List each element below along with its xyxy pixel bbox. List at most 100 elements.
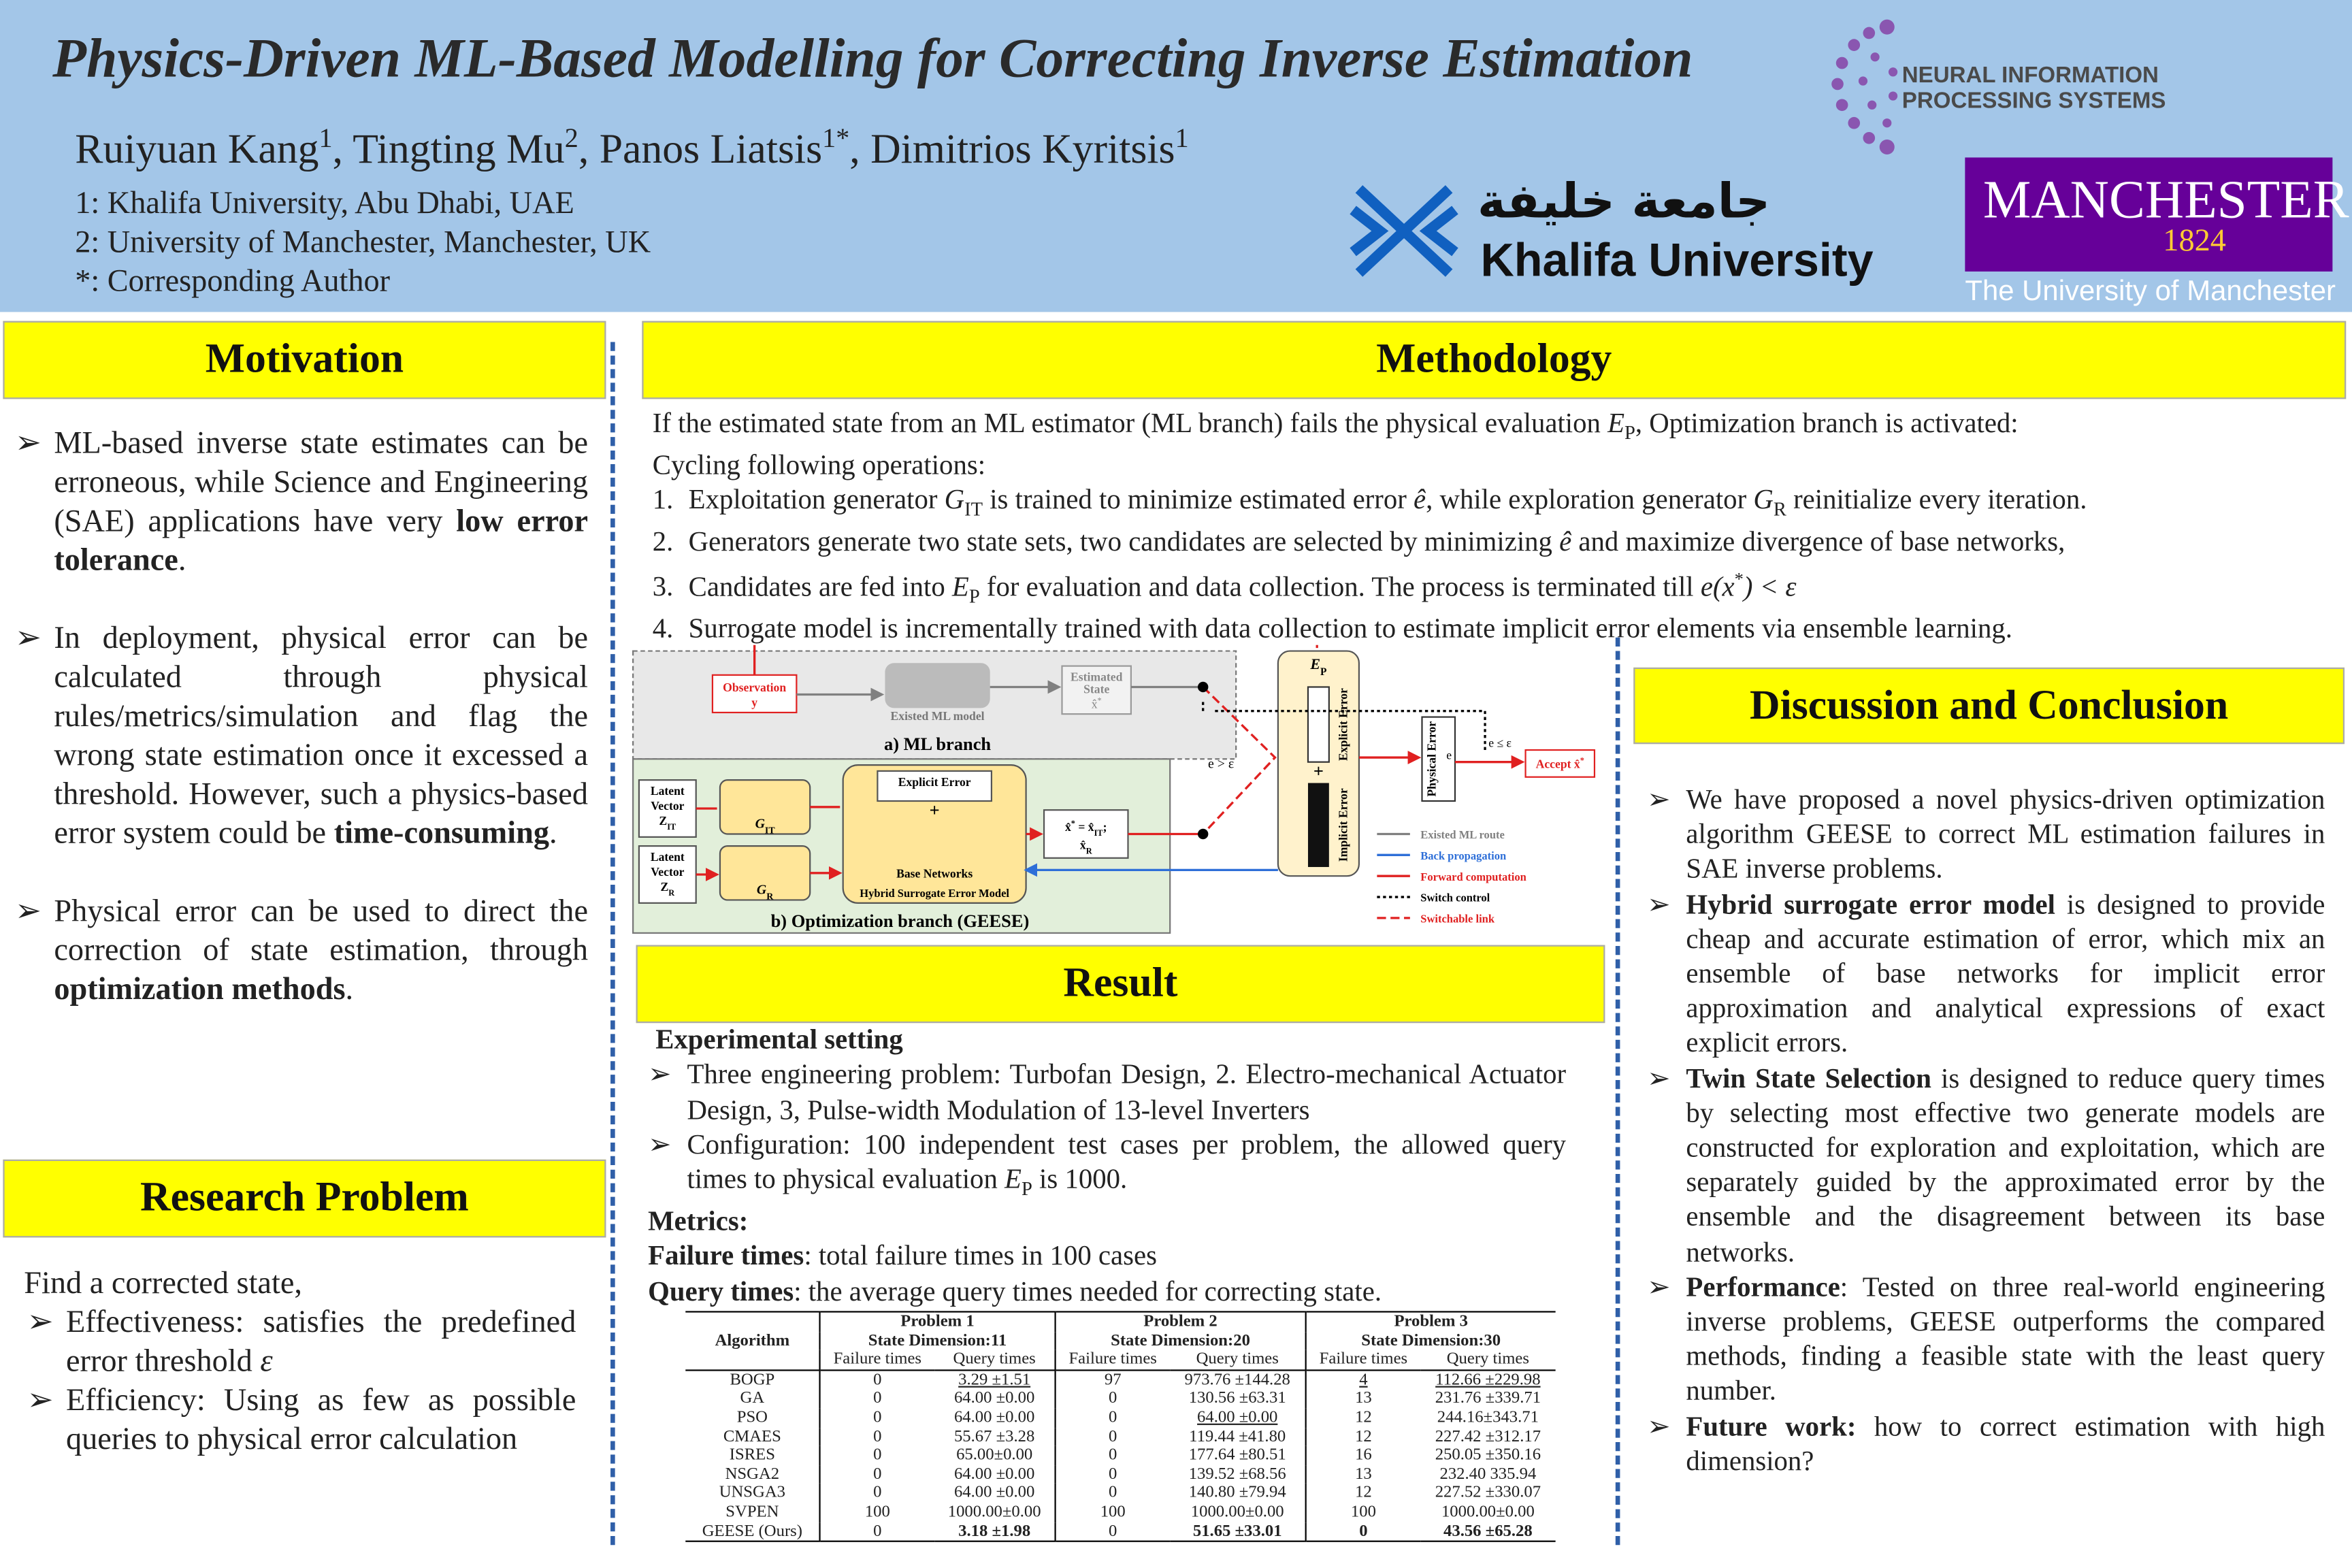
text-run: * xyxy=(1071,819,1075,828)
column-header: State Dimension:20 xyxy=(1054,1331,1306,1351)
table-row: UNSGA3 0 64.00 ±0.00 0 140.80 ±79.94 12 227.52… xyxy=(685,1484,1555,1503)
bullet: Physical error can be used to direct the… xyxy=(15,891,588,1008)
text-run: , Dimitrios Kyritsis xyxy=(849,126,1175,174)
manchester-year: 1824 xyxy=(2163,222,2226,259)
explicit-bar xyxy=(1307,686,1330,763)
column-header: State Dimension:11 xyxy=(819,1331,1056,1351)
column-header: Query times xyxy=(953,1350,1036,1369)
subheading: Experimental setting xyxy=(655,1026,903,1056)
text-run: We have proposed a novel physics-driven … xyxy=(1686,785,2325,886)
table-cell: 12 xyxy=(1305,1408,1421,1428)
table-cell: 140.80 ±79.94 xyxy=(1188,1484,1286,1503)
text-run: IT xyxy=(964,497,983,521)
table-cell: 65.00±0.00 xyxy=(956,1446,1033,1465)
text-run: ML-based inverse state estimates can be … xyxy=(54,424,589,539)
neurips-logo: NEURAL INFORMATION PROCESSING SYSTEMS xyxy=(1902,63,2166,114)
text-run: ê xyxy=(1414,486,1426,517)
diagram-label: a) ML branch xyxy=(884,734,991,754)
table-cell: 64.00 ±0.00 xyxy=(1197,1408,1278,1427)
table-row: ISRES 0 65.00±0.00 0 177.64 ±80.51 16 250.05 ±… xyxy=(685,1446,1555,1465)
explicit-box xyxy=(877,770,993,802)
text-run: and maximize divergence of base networks… xyxy=(1571,528,2065,559)
results-table: Algorithm Problem 1 Problem 2 Problem 3 Stat… xyxy=(685,1311,1556,1542)
text-run: 1 xyxy=(318,122,333,153)
text-run: e(x xyxy=(1700,572,1735,603)
bullet: Future work: how to correct estimation w… xyxy=(1647,1411,2325,1480)
text-run: , Tingting Mu xyxy=(332,126,565,174)
text-run: Three engineering problem: Turbofan Desi… xyxy=(687,1060,1567,1126)
metric: Failure times: total failure times in 10… xyxy=(648,1241,1566,1276)
header-row: Algorithm Problem 1 Problem 2 Problem 3 xyxy=(685,1311,1556,1350)
table-cell: 0 xyxy=(819,1389,935,1409)
table-cell: 13 xyxy=(1305,1465,1421,1484)
bullet: Efficiency: Using as few as possible que… xyxy=(27,1380,576,1458)
text-run: x̂ xyxy=(1574,757,1580,770)
text-run: 1* xyxy=(822,122,850,153)
text-run: G xyxy=(1753,486,1774,517)
diagram-label: + xyxy=(1313,761,1324,781)
text-run: Generators generate two state sets, two … xyxy=(688,528,1560,559)
table-row: GEESE (Ours) 0 3.18 ±1.98 0 51.65 ±33.01 0 43.… xyxy=(685,1522,1556,1541)
table-cell: 0 xyxy=(1054,1446,1170,1465)
table-cell: 0 xyxy=(819,1369,935,1390)
step-number: 2. xyxy=(652,528,674,559)
text-run: IT xyxy=(765,826,775,836)
bullet: Three engineering problem: Turbofan Desi… xyxy=(648,1060,1566,1130)
header-row: State Dimension:11 State Dimension:20 Stat… xyxy=(685,1331,1556,1351)
text-run: 2 xyxy=(564,122,578,153)
table-cell: 0 xyxy=(819,1446,935,1465)
text-run: P xyxy=(1320,666,1326,678)
table-cell: 43.56 ±65.28 xyxy=(1443,1522,1533,1540)
table-cell: 64.00 ±0.00 xyxy=(953,1484,1035,1503)
table-cell: 0 xyxy=(819,1465,935,1484)
diagram-label: Implicit Error xyxy=(1336,788,1350,862)
table-row: NSGA2 0 64.00 ±0.00 0 139.52 ±68.56 13 232.40 … xyxy=(685,1465,1555,1484)
text-run: . xyxy=(178,541,186,578)
bullet: Twin State Selection is designed to redu… xyxy=(1647,1063,2325,1272)
candidate-box xyxy=(1043,809,1129,859)
table-cell: 100 xyxy=(819,1503,935,1522)
table-cell: 0 xyxy=(819,1484,935,1503)
diagram-arrows xyxy=(696,644,1525,875)
text-run: Accept xyxy=(1536,757,1574,770)
text-run: * xyxy=(1734,568,1744,589)
table-cell: 3.18 ±1.98 xyxy=(958,1522,1031,1540)
text-run: : total failure times in 100 cases xyxy=(804,1243,1157,1273)
diagram-label: Accept x̂* xyxy=(1536,755,1584,770)
text-run: Exploitation generator xyxy=(688,486,945,517)
legend-label: Existed ML route xyxy=(1420,828,1505,841)
table-cell: 1000.00±0.00 xyxy=(947,1503,1041,1521)
section-title: Discussion and Conclusion xyxy=(1633,667,2345,745)
text-run: * xyxy=(1098,696,1102,705)
text-run: : Tested on three real-world engineering… xyxy=(1686,1273,2325,1408)
method-diagram: Observation y Existed ML model EstimatedSta… xyxy=(632,644,1596,934)
table-cell: UNSGA3 xyxy=(719,1484,785,1503)
bullet: Configuration: 100 independent test case… xyxy=(648,1129,1566,1206)
text-run: R xyxy=(668,888,675,898)
diagram-label: x̂* xyxy=(1092,696,1102,710)
result-list: Three engineering problem: Turbofan Desi… xyxy=(648,1060,1566,1207)
text-run: E xyxy=(1004,1165,1022,1196)
diagram-label: Explicit Error xyxy=(898,775,971,789)
methodology-body: If the estimated state from an ML estima… xyxy=(653,408,2340,649)
subheading: Metrics: xyxy=(648,1207,749,1238)
text-run: G xyxy=(755,817,766,832)
diagram-label: ZIT xyxy=(659,814,676,832)
diagram-label: EP xyxy=(1309,655,1326,678)
diagram-label: y xyxy=(751,696,757,709)
neurips-icon xyxy=(1831,19,1898,155)
table-cell: 0 xyxy=(1054,1408,1170,1428)
diagram-label: Latent xyxy=(651,850,685,864)
column-header: Failure times xyxy=(1054,1350,1170,1370)
text-run: IT xyxy=(1094,828,1104,838)
bullet: We have proposed a novel physics-driven … xyxy=(1647,785,2325,889)
table-cell: 0 xyxy=(1054,1484,1170,1503)
text-run: Efficiency: Using as few as possible que… xyxy=(65,1381,576,1457)
khalifa-arabic: جامعة خليفة xyxy=(1477,172,1771,230)
diagram-label: x̂R xyxy=(1080,838,1093,856)
manchester-caption: The University of Manchester xyxy=(1965,276,2336,308)
text-run: x̂ xyxy=(1080,838,1086,852)
diagram-label: Estimated xyxy=(1071,670,1123,684)
table-cell: 244.16±343.71 xyxy=(1437,1408,1539,1427)
text-run: E xyxy=(1607,409,1625,440)
